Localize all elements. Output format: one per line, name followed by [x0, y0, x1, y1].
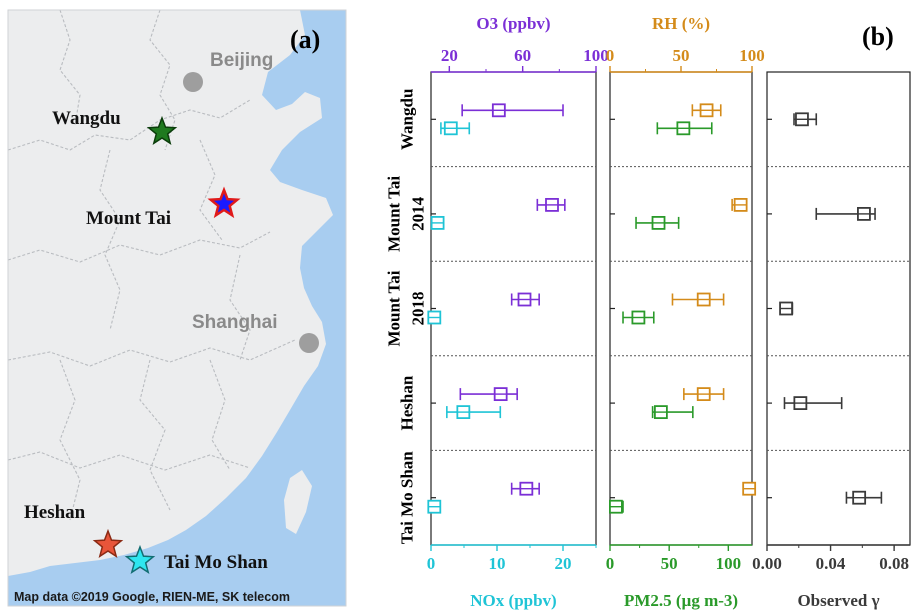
data-point-nox-wangdu — [440, 121, 471, 136]
subplot-1: 20 60 100 O3 (ppbv) 0 10 20 NOx (ppbv) — [427, 14, 609, 610]
plot-frame — [430, 71, 597, 546]
axis-title-o3-ppbv: O3 (ppbv) — [476, 14, 550, 33]
province-borders — [8, 10, 296, 521]
panel-b-label: (b) — [862, 22, 894, 51]
beijing-label: Beijing — [210, 50, 273, 71]
province-border — [59, 359, 81, 521]
tick-label-o3-ppbv: 100 — [583, 46, 609, 65]
wangdu-star-marker — [146, 115, 178, 145]
beijing-marker — [183, 72, 203, 92]
row-labels: Wangdu Mount Tai 2014 Mount Tai 2018 Heshan Ta… — [385, 89, 428, 545]
wangdu-label: Wangdu — [52, 108, 121, 129]
tick-label-nox-ppbv: 10 — [489, 554, 506, 573]
data-point-pm2-5-wangdu — [656, 121, 713, 136]
tick-label-o3-ppbv: 60 — [514, 46, 531, 65]
data-point-pm2-5-heshan — [651, 405, 694, 420]
chart-panel: (b) Wangdu Mount Tai 2014 Mount Tai 2018 Hesh… — [385, 14, 911, 610]
row-label-tai-mo-shan: Tai Mo Shan — [398, 451, 417, 544]
data-point-nox-heshan — [446, 405, 502, 420]
tick-label-observed: 0.00 — [752, 554, 782, 573]
data-point--mount-tai-2014 — [815, 206, 876, 221]
data-point-nox-tai-mo-shan — [427, 499, 442, 514]
data-point-o3-tai-mo-shan — [510, 481, 540, 496]
axis-title-pm2-5-g-m-3: PM2.5 (µg m-3) — [624, 591, 738, 610]
plots: 20 60 100 O3 (ppbv) 0 10 20 NOx (ppbv) 0 50 100 RH … — [427, 14, 911, 610]
tai-mo-shan-star-marker — [124, 544, 156, 574]
data-point--heshan — [783, 396, 843, 411]
data-point-rh-mount-tai-2014 — [731, 197, 748, 212]
map-markers: Beijing Shanghai Wangdu Mount Tai Heshan Tai … — [24, 50, 319, 574]
province-border — [8, 339, 296, 367]
tick-label-pm2-5-g-m-3: 100 — [716, 554, 742, 573]
tick-label-rh: 50 — [673, 46, 690, 65]
tai-mo-shan-label: Tai Mo Shan — [164, 552, 268, 573]
map-attribution: Map data ©2019 Google, RIEN-ME, SK telec… — [14, 590, 290, 604]
data-point-nox-mount-tai-2018 — [427, 310, 442, 325]
axis-title-rh: RH (%) — [652, 14, 710, 33]
tick-label-rh: 0 — [606, 46, 615, 65]
province-border — [99, 149, 121, 331]
data-point--wangdu — [793, 112, 818, 127]
taiwan-island — [284, 470, 312, 534]
shanghai-marker — [299, 333, 319, 353]
tick-label-observed: 0.08 — [879, 554, 909, 573]
province-border — [8, 231, 271, 263]
mount-tai-star-marker — [207, 186, 241, 219]
tick-label-rh: 100 — [739, 46, 765, 65]
map-panel: Beijing Shanghai Wangdu Mount Tai Heshan Tai … — [7, 9, 347, 607]
tick-label-pm2-5-g-m-3: 50 — [661, 554, 678, 573]
province-border — [149, 10, 176, 151]
panel-a-label: (a) — [290, 25, 320, 54]
data-point-rh-mount-tai-2018 — [671, 292, 725, 307]
data-point-pm2-5-mount-tai-2014 — [635, 215, 680, 230]
data-point-pm2-5-tai-mo-shan — [609, 499, 624, 514]
heshan-label: Heshan — [24, 502, 86, 523]
land-area — [8, 10, 333, 576]
shanghai-label: Shanghai — [192, 312, 278, 333]
data-point-o3-mount-tai-2018 — [510, 292, 540, 307]
province-border — [8, 451, 251, 471]
province-border — [59, 10, 81, 126]
province-border — [199, 139, 223, 241]
row-label-wangdu: Wangdu — [398, 89, 417, 150]
axis-title-nox-ppbv: NOx (ppbv) — [470, 591, 556, 610]
data-point-o3-wangdu — [461, 103, 564, 118]
data-point--tai-mo-shan — [845, 490, 883, 505]
plot-frame — [609, 71, 753, 546]
data-point--mount-tai-2018 — [779, 301, 794, 316]
heshan-star-marker — [92, 528, 124, 558]
tick-label-nox-ppbv: 0 — [427, 554, 436, 573]
tick-label-pm2-5-g-m-3: 0 — [606, 554, 615, 573]
tick-label-nox-ppbv: 20 — [555, 554, 572, 573]
data-point-rh-wangdu — [691, 103, 722, 118]
data-point-nox-mount-tai-2014 — [430, 215, 445, 230]
row-label-mount-tai-2014: 2014 — [409, 196, 428, 231]
row-label-heshan: Heshan — [398, 375, 417, 430]
mount-tai-label: Mount Tai — [86, 208, 171, 229]
province-border — [139, 359, 171, 511]
row-label-mount-tai-2014: Mount Tai — [385, 176, 404, 252]
data-point-o3-heshan — [459, 387, 518, 402]
province-border — [209, 359, 231, 471]
data-point-o3-mount-tai-2014 — [536, 197, 566, 212]
data-point-rh-heshan — [683, 387, 725, 402]
tick-label-o3-ppbv: 20 — [441, 46, 458, 65]
tick-label-observed: 0.04 — [816, 554, 846, 573]
province-border — [229, 254, 251, 361]
row-label-mount-tai-2018: 2018 — [409, 292, 428, 326]
data-point-pm2-5-mount-tai-2018 — [622, 310, 655, 325]
subplot-2: 0 50 100 RH (%) 0 50 100 PM2.5 (µg m-3) — [606, 14, 765, 610]
data-point-rh-tai-mo-shan — [742, 481, 757, 496]
axis-title-observed: Observed γ — [797, 591, 879, 610]
row-label-mount-tai-2018: Mount Tai — [385, 270, 404, 346]
